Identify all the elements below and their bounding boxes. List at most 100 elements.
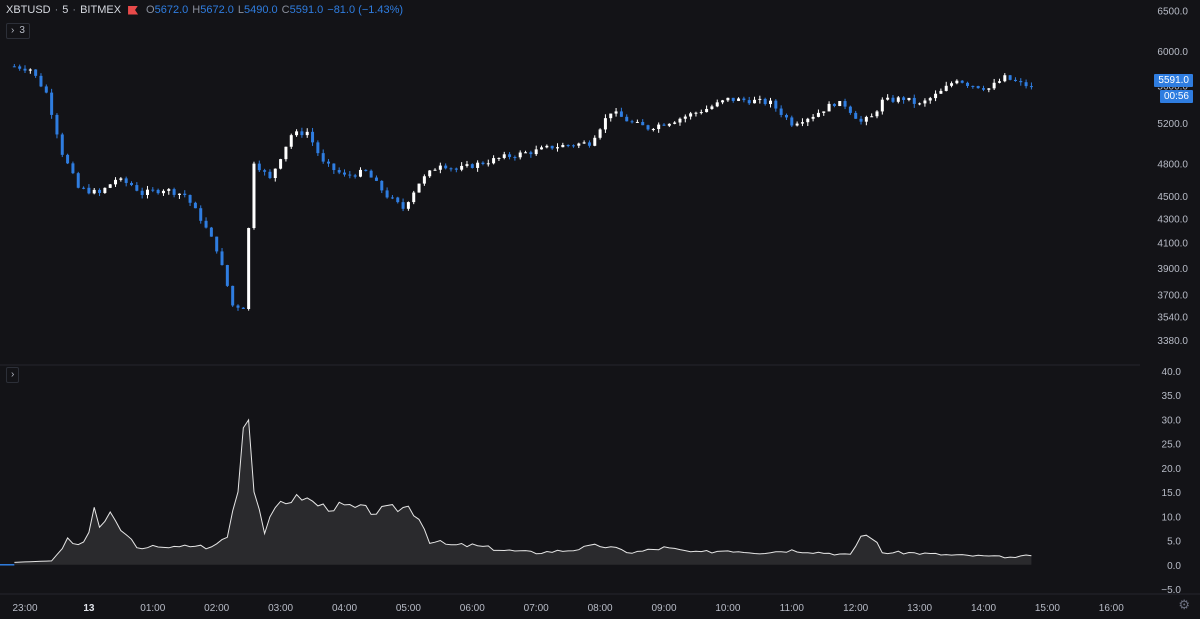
indicators-collapse-button[interactable]: › 3 [6, 23, 30, 39]
candle-body [385, 190, 389, 198]
candle-body [822, 111, 826, 113]
candle-body [199, 208, 203, 221]
candle-body [550, 145, 554, 149]
candle-body [880, 99, 884, 112]
candle-body [156, 189, 160, 194]
candle-body [758, 98, 762, 100]
candle-body [380, 180, 384, 191]
time-tick-label: 05:00 [396, 603, 421, 614]
candle-body [257, 163, 261, 171]
symbol-legend[interactable]: XBTUSD · 5 · BITMEX O5672.0 H5672.0 L549… [6, 4, 403, 16]
candle-body [614, 111, 618, 114]
subpane-collapse-button[interactable]: › [6, 367, 20, 383]
candle-body [838, 101, 842, 107]
indicator-tick-label: 20.0 [1162, 464, 1182, 475]
indicator-area [0, 418, 1032, 566]
candle-body [886, 97, 890, 100]
price-tick-label: 3700.0 [1157, 290, 1188, 301]
candle-body [433, 169, 437, 171]
candle-body [337, 170, 341, 173]
candle-body [540, 147, 544, 150]
candle-body [896, 97, 900, 102]
candle-body [486, 163, 490, 165]
indicator-axis[interactable]: 40.0 35.0 30.0 25.0 20.0 15.0 10.0 5.0 0.0 −5.0 [1161, 367, 1181, 596]
candle-body [412, 192, 416, 203]
candle-body [811, 116, 815, 119]
indicator-tick-label: 5.0 [1167, 537, 1181, 548]
candle-body [268, 171, 272, 179]
gear-icon[interactable]: ⚙ [1178, 597, 1190, 612]
candle-body [678, 118, 682, 123]
candle-body [279, 159, 283, 169]
candle-body [646, 125, 650, 130]
candle-body [683, 116, 687, 119]
interval-label[interactable]: 5 [62, 4, 69, 16]
candle-body [609, 113, 613, 119]
candle-body [295, 131, 299, 136]
candle-body [209, 227, 213, 237]
candle-body [566, 144, 570, 146]
candle-body [864, 116, 868, 122]
candle-body [172, 189, 176, 195]
candle-body [721, 100, 725, 103]
candle-body [870, 116, 874, 118]
candle-body [497, 157, 501, 159]
time-tick-label: 04:00 [332, 603, 357, 614]
candle-body [779, 108, 783, 115]
price-axis[interactable]: 6500.0 6000.0 5600.0 5200.0 4800.0 4500.0 4300… [1157, 7, 1188, 347]
candle-body [332, 163, 336, 171]
time-tick-label: 01:00 [140, 603, 165, 614]
time-tick-label: 16:00 [1099, 603, 1124, 614]
candle-body [577, 143, 581, 146]
candle-body [39, 75, 43, 87]
candle-body [737, 98, 741, 101]
candle-body [289, 135, 293, 147]
candle-body [534, 149, 538, 155]
candle-body [502, 154, 506, 158]
candle-body [960, 80, 964, 83]
candle-body [71, 163, 75, 174]
candle-body [667, 123, 671, 126]
flag-icon[interactable] [128, 5, 139, 15]
candle-body [103, 187, 107, 193]
candle-body [417, 183, 421, 193]
candle-body [689, 113, 693, 117]
candle-body [428, 170, 432, 177]
ohlc-high: H5672.0 [192, 4, 234, 16]
price-tick-label: 3900.0 [1157, 264, 1188, 275]
candle-body [928, 98, 932, 101]
candle-body [273, 168, 277, 179]
candle-body [1024, 82, 1028, 87]
candle-body [630, 121, 634, 123]
candle-body [396, 197, 400, 203]
candle-body [923, 100, 927, 104]
candle-body [476, 162, 480, 168]
candle-body [987, 88, 991, 90]
candle-body [284, 146, 288, 160]
candle-body [231, 285, 235, 306]
ohlc-open: O5672.0 [146, 4, 189, 16]
candle-body [827, 103, 831, 112]
price-tick-label: 4800.0 [1157, 159, 1188, 170]
time-axis[interactable]: 23:00 13 01:00 02:00 03:00 04:00 05:00 06:00 07:… [12, 603, 1124, 614]
candle-body [204, 220, 208, 228]
candle-body [220, 251, 224, 266]
candle-body [582, 142, 586, 144]
candle-body [316, 142, 320, 154]
candle-body [50, 92, 54, 115]
candle-body [662, 124, 666, 126]
indicator-fill [14, 419, 1032, 565]
candle-body [556, 147, 559, 149]
indicator-line [14, 418, 1032, 563]
symbol-name[interactable]: XBTUSD [6, 4, 51, 16]
price-tick-label: 3540.0 [1157, 313, 1188, 324]
candle-body [657, 124, 661, 130]
candle-body [875, 111, 879, 117]
indicator-tick-label: 30.0 [1162, 415, 1182, 426]
candle-body [124, 178, 128, 183]
chevron-right-icon: › [11, 369, 15, 380]
price-tick-label: 6500.0 [1157, 7, 1188, 18]
price-tick-label: 4500.0 [1157, 192, 1188, 203]
candle-body [571, 145, 575, 147]
